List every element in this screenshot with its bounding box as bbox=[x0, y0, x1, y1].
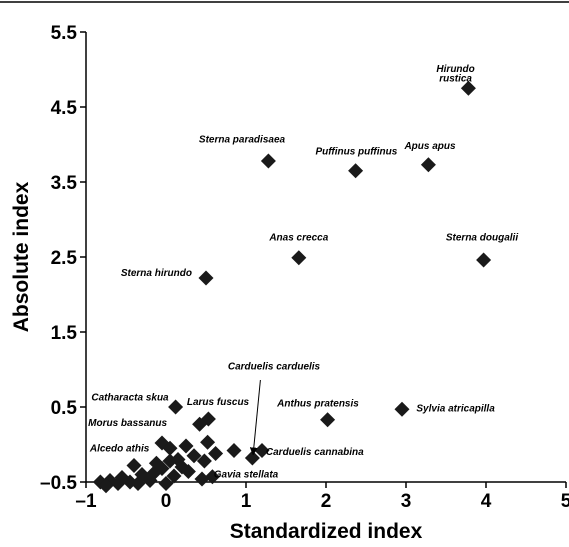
point-annotation: Anas crecca bbox=[268, 233, 328, 244]
y-tick-label: 1.5 bbox=[51, 323, 78, 344]
point-annotation: Sterna paradisaea bbox=[199, 134, 286, 145]
data-point-diamond bbox=[98, 478, 114, 494]
annotation-arrow bbox=[249, 379, 261, 456]
data-point-diamond bbox=[260, 153, 276, 169]
data-point-diamond bbox=[420, 157, 436, 173]
y-tick-label: 3.5 bbox=[51, 173, 78, 194]
point-annotation: Carduelis carduelis bbox=[228, 362, 321, 373]
point-annotation: Puffinus puffinus bbox=[315, 146, 397, 157]
y-tick-label: 2.5 bbox=[51, 248, 78, 269]
data-point-diamond bbox=[394, 401, 410, 417]
x-tick-label: –1 bbox=[75, 491, 97, 512]
x-tick-label: 0 bbox=[161, 491, 172, 512]
x-tick-label: 2 bbox=[321, 491, 332, 512]
data-point-diamond bbox=[192, 416, 208, 432]
data-point-diamond bbox=[162, 453, 178, 469]
point-annotation: Sterna dougalii bbox=[446, 233, 518, 244]
data-point-diamond bbox=[200, 434, 216, 450]
point-annotation: Alcedo athis bbox=[89, 443, 150, 454]
point-annotation: Catharacta skua bbox=[91, 392, 169, 403]
data-point-diamond bbox=[146, 465, 162, 481]
data-point-diamond bbox=[110, 476, 126, 491]
point-annotation: Morus bassanus bbox=[88, 418, 167, 429]
data-point-diamond bbox=[174, 459, 190, 475]
y-tick-label: 5.5 bbox=[51, 23, 78, 44]
point-annotation: Sterna hirundo bbox=[121, 268, 192, 279]
x-tick-label: 5 bbox=[561, 491, 569, 512]
data-point-diamond bbox=[254, 443, 270, 458]
axes: –1 0 1 2 3 4 5 –0.5 0.5 1.5 2.5 3.5 4.5 5.5 bbox=[40, 23, 569, 512]
data-point-diamond bbox=[198, 270, 214, 286]
data-point-diamond bbox=[194, 471, 210, 487]
data-point-diamond bbox=[186, 448, 202, 464]
point-annotation: Anthus pratensis bbox=[276, 398, 359, 409]
y-tick-label: –0.5 bbox=[40, 473, 77, 494]
data-point-diamond bbox=[196, 453, 212, 469]
data-point-diamond bbox=[178, 438, 194, 454]
point-annotation: Apus apus bbox=[403, 141, 456, 152]
data-point-diamond bbox=[476, 252, 492, 268]
data-point-diamond bbox=[460, 80, 476, 96]
data-point-diamond bbox=[348, 163, 364, 179]
data-point-diamond bbox=[130, 476, 146, 491]
data-point-diamond bbox=[226, 443, 242, 458]
data-point-diamond bbox=[320, 412, 336, 428]
x-tick-label: 1 bbox=[241, 491, 252, 512]
x-tick-label: 3 bbox=[401, 491, 412, 512]
point-annotation: rustica bbox=[439, 74, 472, 85]
point-annotation: Gavia stellata bbox=[214, 470, 279, 481]
x-axis-title: Standardized index bbox=[230, 520, 423, 543]
data-point-diamond bbox=[168, 399, 184, 415]
data-point-diamond bbox=[162, 440, 178, 456]
data-point-diamond bbox=[126, 458, 142, 473]
y-axis-title: Absolute index bbox=[10, 181, 33, 332]
data-points bbox=[92, 80, 492, 494]
y-tick-label: 4.5 bbox=[51, 98, 78, 119]
data-point-diamond bbox=[158, 476, 174, 491]
point-annotation: Sylvia atricapilla bbox=[416, 404, 495, 415]
y-tick-label: 0.5 bbox=[51, 398, 78, 419]
point-annotation: Carduelis cannabina bbox=[266, 447, 364, 458]
x-tick-label: 4 bbox=[481, 491, 492, 512]
data-point-diamond bbox=[166, 468, 182, 484]
data-point-diamond bbox=[208, 446, 224, 461]
data-point-diamond bbox=[291, 250, 307, 266]
point-annotation: Larus fuscus bbox=[187, 397, 250, 408]
point-annotation: Hirundo bbox=[436, 64, 474, 75]
data-point-diamond bbox=[204, 469, 220, 485]
